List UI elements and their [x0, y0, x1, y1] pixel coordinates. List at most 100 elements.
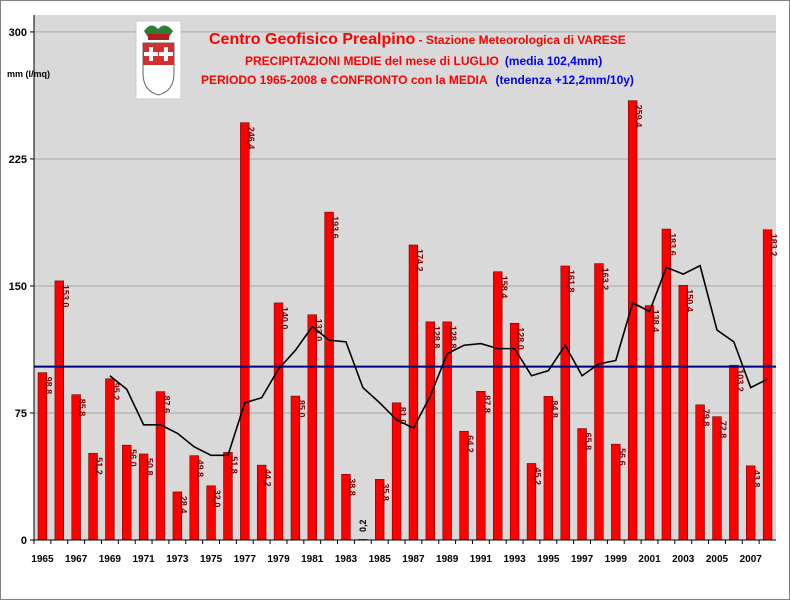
- coat-of-arms-logo: [135, 20, 182, 100]
- bar-value-label: 32,0: [212, 490, 222, 508]
- title-station: - Stazione Meteorologica di VARESE: [415, 33, 625, 47]
- x-tick-label: 1991: [470, 554, 493, 565]
- bar-1965: [37, 372, 48, 541]
- subtitle-mean-note: (media 102,4mm): [505, 54, 602, 68]
- x-tick-label: 1983: [335, 554, 358, 565]
- bar-value-label: 163,2: [600, 268, 610, 291]
- title-main: Centro Geofisico Prealpino: [209, 31, 415, 48]
- x-tick-label: 1971: [132, 554, 155, 565]
- bar-value-label: 51,8: [229, 456, 239, 474]
- bar-1987: [408, 244, 419, 541]
- bar-value-label: 183,2: [769, 234, 779, 257]
- y-axis-label: mm (l/mq): [7, 69, 50, 79]
- bar-1995: [543, 396, 554, 541]
- svg-text:PERIODO 1965-2008 e CONFRONTO: PERIODO 1965-2008 e CONFRONTO con la MED…: [201, 73, 634, 87]
- bar-value-label: 193,6: [330, 216, 340, 239]
- bar-value-label: 35,8: [381, 483, 391, 501]
- moving-average-line: [109, 264, 768, 457]
- bar-value-label: 138,4: [651, 310, 661, 333]
- bar-value-label: 56,0: [128, 449, 138, 467]
- x-tick-label: 2001: [638, 554, 661, 565]
- bar-value-label: 38,8: [347, 478, 357, 496]
- bar-value-label: 183,6: [667, 233, 677, 256]
- x-tick-label: 1995: [537, 554, 560, 565]
- y-tick-label: 75: [15, 408, 27, 420]
- bar-value-label: 87,8: [482, 395, 492, 413]
- bar-1979: [273, 302, 284, 541]
- bar-1982: [324, 211, 334, 541]
- bar-value-label: 28,4: [178, 496, 188, 514]
- bar-value-label: 158,4: [499, 276, 509, 299]
- x-tick-labels: 1965 1967 1969 1971 1973 1975 1977 1979 1981 1983…: [31, 540, 762, 565]
- bar-value-label: 85,8: [77, 399, 87, 417]
- bar-1967: [71, 394, 81, 541]
- bar-value-label: 153,0: [60, 285, 70, 308]
- bar-value-label: 65,8: [583, 433, 593, 451]
- bar-1996: [560, 265, 570, 541]
- y-tick-label: 0: [21, 535, 27, 547]
- y-tick-labels: 0 75 150 225 300: [9, 27, 34, 547]
- x-tick-label: 1979: [267, 554, 290, 565]
- bar-1993: [509, 322, 520, 541]
- bar-value-labels: 98,8 153,0 85,8 51,2 95,2 56,0 50,8 87,6 28,4 49,…: [43, 105, 778, 532]
- bar-2008: [762, 229, 773, 541]
- y-tick-label: 150: [9, 281, 27, 293]
- x-tick-label: 1989: [436, 554, 459, 565]
- bar-value-label: 174,2: [414, 249, 424, 272]
- bar-value-label: 161,8: [566, 270, 576, 293]
- bar-value-label: 0,2: [358, 519, 368, 532]
- bar-value-label: 72,8: [718, 421, 728, 439]
- x-tick-label: 1993: [503, 554, 526, 565]
- bar-2000: [627, 100, 638, 541]
- bar-1969: [105, 378, 115, 541]
- bar-value-label: 128,8: [448, 326, 458, 349]
- bar-value-label: 44,2: [263, 469, 273, 487]
- bar-value-label: 128,0: [516, 327, 526, 350]
- bar-1998: [594, 263, 604, 541]
- bar-1988: [425, 321, 435, 541]
- x-tick-label: 1987: [402, 554, 425, 565]
- bar-value-label: 150,4: [684, 289, 694, 312]
- x-tick-label: 2003: [672, 554, 695, 565]
- bar-1992: [493, 271, 503, 541]
- x-tick-label: 1973: [166, 554, 189, 565]
- x-tick-label: 1965: [31, 554, 54, 565]
- svg-text:PRECIPITAZIONI MEDIE del mese: PRECIPITAZIONI MEDIE del mese di LUGLIO (…: [245, 54, 602, 68]
- bar-2003: [678, 284, 688, 541]
- bar-2001: [644, 305, 655, 541]
- x-tick-label: 1997: [571, 554, 594, 565]
- x-tick-label: 1975: [200, 554, 223, 565]
- bar-1977: [240, 122, 250, 541]
- bar-1980: [290, 395, 301, 541]
- bar-1981: [307, 314, 317, 541]
- bar-value-label: 98,8: [43, 377, 53, 395]
- y-tick-label: 225: [9, 154, 27, 166]
- bar-value-label: 246,4: [246, 127, 256, 150]
- x-tick-label: 2007: [740, 554, 763, 565]
- bar-1972: [155, 391, 166, 541]
- bar-value-label: 95,2: [111, 383, 121, 401]
- bar-value-label: 84,8: [549, 400, 559, 418]
- bar-value-label: 133,0: [313, 319, 323, 342]
- bar-value-label: 45,2: [532, 467, 542, 485]
- bar-value-label: 81,0: [398, 407, 408, 425]
- bar-value-label: 128,8: [431, 326, 441, 349]
- bar-value-label: 87,6: [161, 396, 171, 414]
- bar-value-label: 51,2: [94, 457, 104, 475]
- x-tick-label: 2005: [706, 554, 729, 565]
- bar-value-label: 43,8: [752, 470, 762, 488]
- bar-value-label: 85,0: [296, 400, 306, 418]
- x-tick-label: 1981: [301, 554, 324, 565]
- bar-value-label: 56,6: [617, 448, 627, 466]
- bar-value-label: 64,2: [465, 435, 475, 453]
- subtitle-trend-note: (tendenza +12,2mm/10y): [496, 73, 634, 87]
- bar-value-label: 79,8: [701, 409, 711, 427]
- bar-series: [37, 100, 773, 541]
- x-tick-label: 1999: [605, 554, 628, 565]
- x-tick-label: 1969: [99, 554, 122, 565]
- subtitle-period: PERIODO 1965-2008 e CONFRONTO con la MED…: [201, 73, 488, 87]
- x-tick-label: 1985: [369, 554, 392, 565]
- bar-1966: [54, 280, 64, 541]
